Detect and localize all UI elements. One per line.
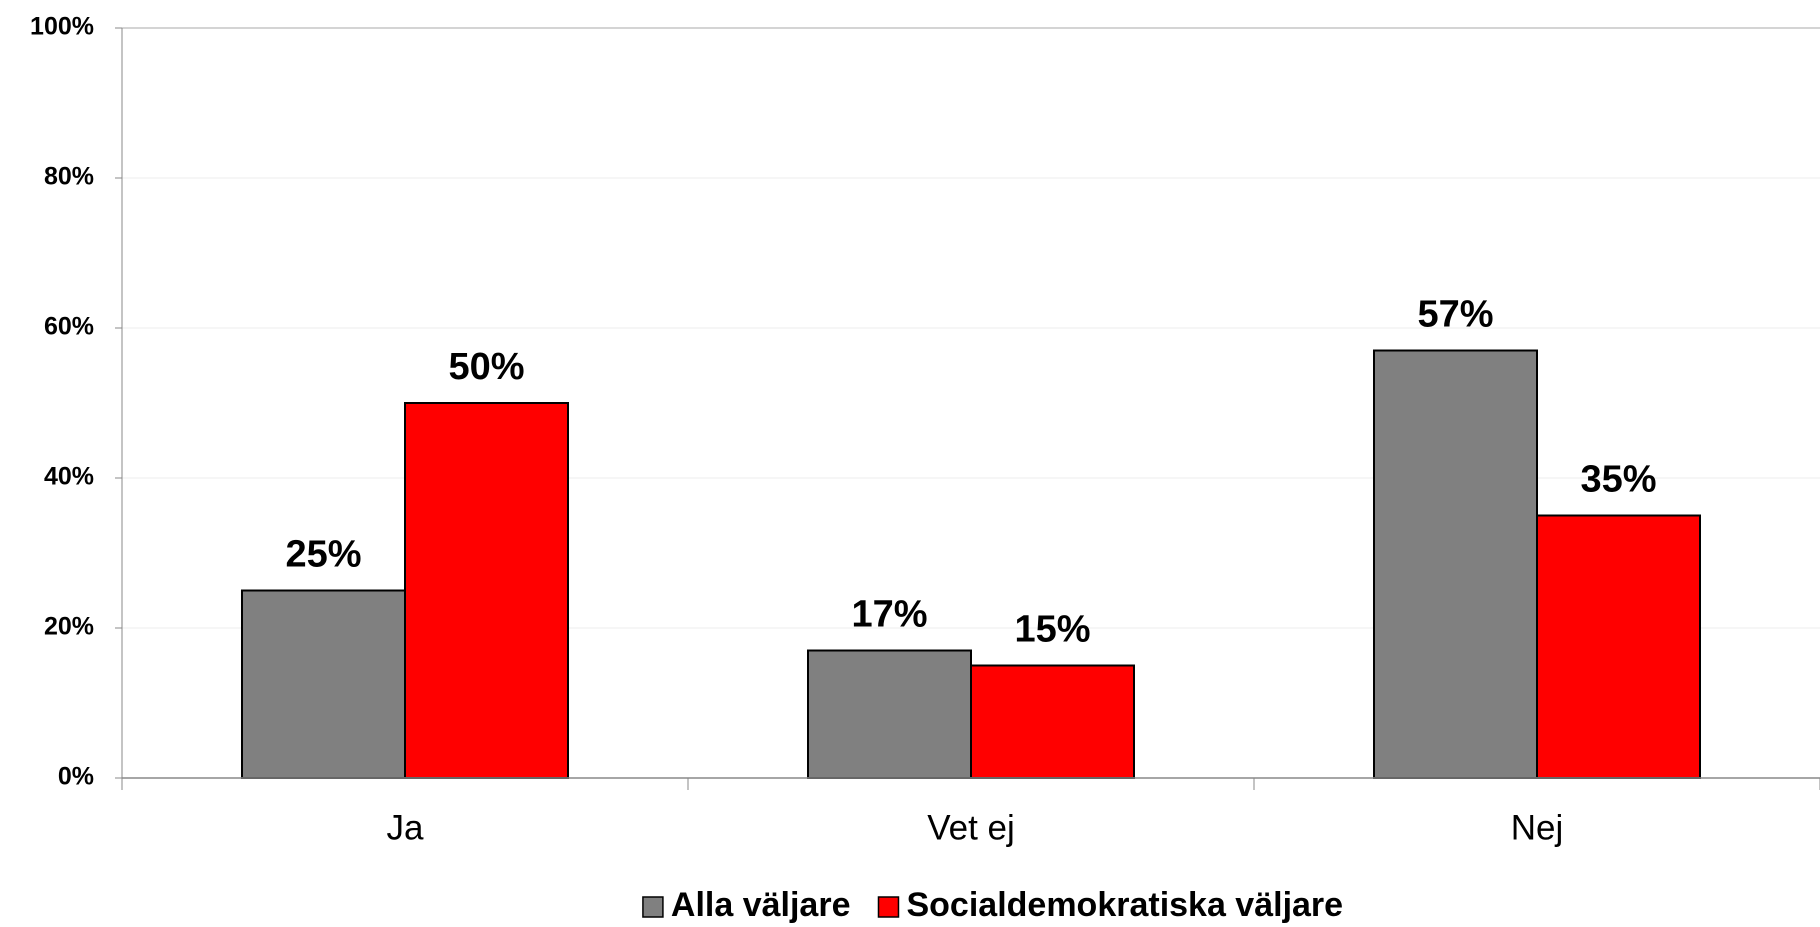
bar — [1373, 349, 1538, 779]
data-label: 25% — [285, 534, 361, 576]
y-tick-label: 40% — [44, 463, 94, 491]
y-tick-label: 100% — [30, 13, 94, 41]
y-tick-label: 0% — [58, 763, 94, 791]
x-tick-label: Nej — [1511, 808, 1564, 847]
data-label: 57% — [1417, 294, 1493, 336]
data-label: 17% — [851, 594, 927, 636]
x-tick-label: Vet ej — [927, 808, 1015, 847]
y-tick-label: 80% — [44, 163, 94, 191]
legend-swatch — [877, 896, 900, 918]
legend-swatch — [642, 896, 664, 918]
y-tick-label: 60% — [44, 313, 94, 341]
y-tick-label: 20% — [44, 613, 94, 641]
bar — [404, 402, 569, 779]
bar — [807, 649, 972, 779]
data-label: 35% — [1580, 459, 1656, 501]
x-tick-label: Ja — [387, 808, 425, 847]
legend-label: Socialdemokratiska väljare — [906, 886, 1343, 924]
legend-label: Alla väljare — [671, 886, 851, 924]
data-label: 50% — [448, 346, 524, 388]
bar — [970, 664, 1135, 779]
bar — [1536, 514, 1701, 779]
data-label: 15% — [1014, 609, 1090, 651]
bar — [241, 589, 406, 779]
